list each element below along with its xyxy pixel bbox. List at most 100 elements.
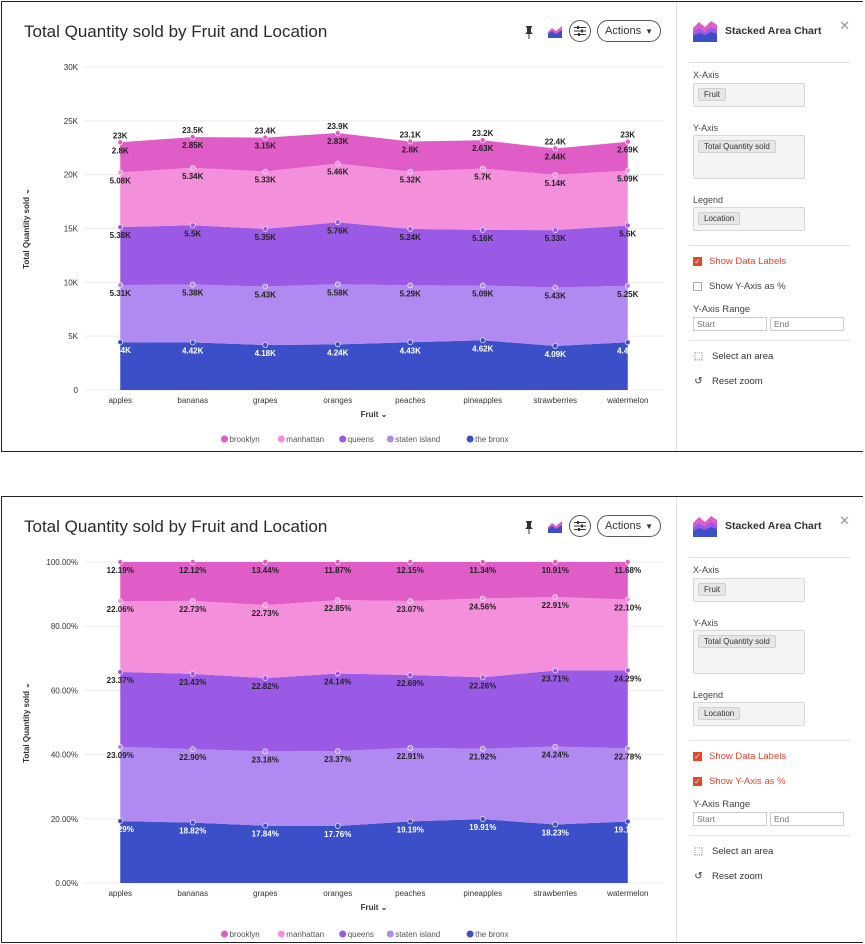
area-series-staten-island[interactable] — [120, 284, 628, 346]
y-range-end-input[interactable] — [770, 317, 844, 331]
data-point[interactable] — [262, 748, 269, 755]
data-point[interactable] — [479, 816, 486, 822]
x-axis-chip[interactable]: Fruit — [698, 88, 726, 101]
data-point[interactable] — [407, 339, 414, 346]
data-point[interactable] — [334, 748, 341, 754]
data-point[interactable] — [552, 743, 559, 750]
data-point[interactable] — [117, 559, 124, 565]
data-point[interactable] — [552, 594, 559, 600]
close-icon[interactable]: ✕ — [839, 18, 850, 33]
data-point[interactable] — [117, 169, 124, 176]
area-series-brooklyn[interactable] — [120, 561, 628, 606]
area-series-staten-island[interactable] — [120, 746, 628, 826]
data-point[interactable] — [624, 818, 631, 825]
legend-item[interactable]: manhattan — [286, 930, 324, 939]
legend-swatch[interactable] — [339, 435, 347, 443]
area-series-the-bronx[interactable] — [120, 819, 628, 883]
data-point[interactable] — [117, 339, 124, 345]
x-axis-dropzone[interactable]: Fruit — [693, 83, 805, 107]
data-point[interactable] — [189, 671, 196, 677]
actions-button[interactable]: Actions ▼ — [597, 515, 661, 537]
data-point[interactable] — [479, 165, 486, 172]
checkbox-checked[interactable]: ✓ — [693, 256, 702, 266]
legend-item[interactable]: staten island — [395, 930, 440, 939]
area-series-queens[interactable] — [120, 222, 628, 288]
show-data-labels-toggle[interactable]: ✓ Show Data Labels — [693, 256, 786, 267]
data-point[interactable] — [407, 672, 414, 678]
legend-item[interactable]: brooklyn — [230, 930, 260, 939]
data-point[interactable] — [117, 282, 124, 288]
data-point[interactable] — [479, 337, 486, 344]
legend-swatch[interactable] — [466, 930, 474, 938]
legend-dropzone[interactable]: Location — [693, 702, 805, 726]
select-area-tool[interactable]: ⬚ Select an area — [693, 351, 774, 362]
data-point[interactable] — [407, 138, 414, 145]
data-point[interactable] — [479, 282, 486, 289]
legend-swatch[interactable] — [339, 930, 347, 938]
data-point[interactable] — [479, 595, 486, 602]
x-axis-title[interactable]: Fruit ⌄ — [361, 903, 388, 912]
data-point[interactable] — [334, 219, 341, 226]
data-point[interactable] — [552, 559, 559, 565]
data-point[interactable] — [552, 821, 559, 828]
reset-zoom-tool[interactable]: ↺ Reset zoom — [693, 376, 762, 387]
data-point[interactable] — [117, 224, 124, 230]
pin-icon[interactable] — [517, 515, 541, 539]
x-axis-title[interactable]: Fruit ⌄ — [361, 410, 388, 419]
stacked-area-chart[interactable]: 0 5K 10K 15K 20K 25K 30K 4.44K 4.42K 4.18K 4.24K 4.… — [2, 2, 676, 453]
data-point[interactable] — [189, 164, 196, 171]
show-data-labels-toggle[interactable]: ✓ Show Data Labels — [693, 751, 786, 762]
reset-zoom-tool[interactable]: ↺ Reset zoom — [693, 871, 762, 882]
data-point[interactable] — [552, 227, 559, 233]
area-series-the-bronx[interactable] — [120, 340, 628, 390]
legend-swatch[interactable] — [277, 930, 285, 938]
data-point[interactable] — [552, 171, 559, 178]
data-point[interactable] — [189, 746, 196, 752]
legend-swatch[interactable] — [277, 435, 285, 443]
pin-icon[interactable] — [517, 20, 541, 44]
y-axis-dropzone[interactable]: Total Quantity sold — [693, 135, 805, 179]
data-point[interactable] — [334, 823, 341, 829]
legend-dropzone[interactable]: Location — [693, 207, 805, 231]
data-point[interactable] — [334, 670, 341, 677]
data-point[interactable] — [407, 282, 414, 289]
area-series-brooklyn[interactable] — [120, 132, 628, 175]
data-point[interactable] — [407, 559, 414, 565]
y-axis-chip[interactable]: Total Quantity sold — [698, 140, 776, 153]
data-point[interactable] — [624, 167, 631, 174]
data-point[interactable] — [407, 745, 414, 751]
legend-swatch[interactable] — [221, 930, 228, 938]
data-point[interactable] — [117, 818, 124, 824]
legend-chip[interactable]: Location — [698, 212, 741, 225]
data-point[interactable] — [334, 341, 341, 348]
y-axis-title[interactable]: Total Quantity sold ⌄ — [22, 682, 31, 763]
legend-swatch[interactable] — [466, 435, 474, 443]
data-point[interactable] — [117, 669, 124, 675]
data-point[interactable] — [624, 667, 631, 674]
legend-item[interactable]: the bronx — [475, 930, 508, 939]
legend-swatch[interactable] — [221, 435, 228, 443]
legend-swatch[interactable] — [386, 930, 394, 938]
legend-swatch[interactable] — [386, 435, 394, 443]
data-point[interactable] — [479, 227, 486, 233]
data-point[interactable] — [117, 744, 124, 750]
y-range-start-input[interactable] — [693, 317, 767, 331]
data-point[interactable] — [262, 822, 269, 829]
data-point[interactable] — [407, 168, 414, 175]
y-range-end-input[interactable] — [770, 812, 844, 826]
y-axis-title[interactable]: Total Quantity sold ⌄ — [22, 188, 31, 269]
legend-item[interactable]: manhattan — [286, 435, 324, 444]
data-point[interactable] — [262, 559, 269, 565]
data-point[interactable] — [262, 134, 269, 141]
data-point[interactable] — [334, 281, 341, 288]
data-point[interactable] — [624, 559, 631, 565]
area-series-queens[interactable] — [120, 670, 628, 752]
y-axis-chip[interactable]: Total Quantity sold — [698, 635, 776, 648]
legend-item[interactable]: queens — [348, 435, 374, 444]
data-point[interactable] — [479, 745, 486, 752]
data-point[interactable] — [189, 598, 196, 604]
data-point[interactable] — [624, 745, 631, 752]
settings-sliders-icon[interactable] — [569, 20, 591, 42]
data-point[interactable] — [552, 667, 559, 674]
data-point[interactable] — [262, 342, 269, 348]
